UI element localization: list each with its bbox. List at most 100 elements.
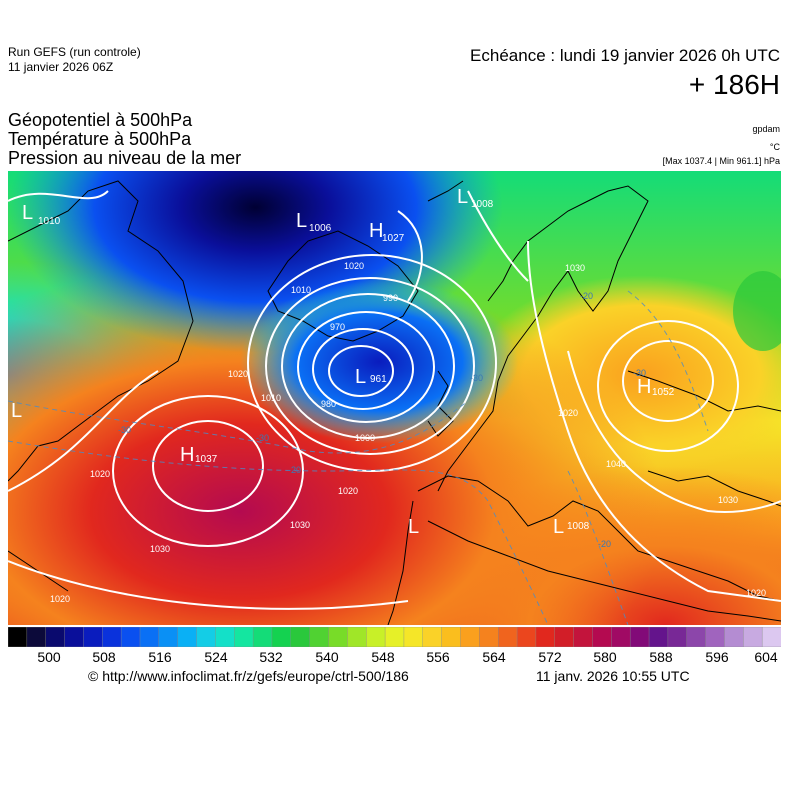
- scale-swatch: [215, 627, 235, 647]
- title-geopotential: Géopotentiel à 500hPa: [8, 110, 193, 130]
- pressure-range: [Max 1037.4 | Min 961.1] hPa: [662, 156, 780, 166]
- color-scale: [8, 627, 781, 647]
- scale-swatch: [686, 627, 707, 647]
- weather-map[interactable]: L 1010 L 1006 H 1027 L 1008 L 961 H 1037…: [8, 171, 781, 625]
- high-center-marker: H: [369, 220, 383, 242]
- scale-swatch: [177, 627, 198, 647]
- scale-tick: 524: [204, 649, 228, 665]
- scale-tick: 596: [705, 649, 729, 665]
- scale-tick: 604: [754, 649, 778, 665]
- scale-swatch: [234, 627, 254, 647]
- scale-tick: 580: [593, 649, 617, 665]
- scale-swatch: [309, 627, 330, 647]
- isobar-label: 1020: [558, 408, 578, 418]
- low-center-value: 961: [370, 374, 387, 385]
- run-date: 11 janvier 2026 06Z: [8, 60, 114, 74]
- scale-swatch: [516, 627, 537, 647]
- temperature-label: -20: [580, 291, 593, 301]
- isobar-label: 970: [330, 322, 345, 332]
- scale-swatch: [366, 627, 386, 647]
- isobar-label: 1000: [355, 433, 375, 443]
- title-temperature: Température à 500hPa: [8, 129, 192, 149]
- lead-time: + 186H: [688, 69, 780, 100]
- scale-tick: 508: [92, 649, 116, 665]
- low-center-value: 1008: [567, 521, 590, 532]
- low-center-marker: L: [355, 366, 366, 388]
- isobar-labels: 1020 1010 990 980 970 1000 1010 1020 103…: [50, 261, 766, 604]
- isobar-label: 1030: [150, 544, 170, 554]
- temperature-label: -20: [598, 539, 611, 549]
- run-label: Run GEFS (run controle): [8, 45, 141, 59]
- scale-swatch: [45, 627, 66, 647]
- isobar-label: 1030: [565, 263, 585, 273]
- high-center-marker: H: [637, 376, 651, 398]
- scale-swatch: [535, 627, 556, 647]
- scale-swatch: [290, 627, 311, 647]
- temperature-label: -30: [118, 425, 131, 435]
- scale-swatch: [252, 627, 273, 647]
- scale-swatch: [592, 627, 613, 647]
- coastlines: [8, 180, 781, 625]
- low-center-marker: L: [408, 516, 419, 538]
- scale-swatch: [403, 627, 424, 647]
- temperature-label: -30: [256, 433, 269, 443]
- low-center-marker: L: [22, 202, 33, 224]
- scale-tick: 588: [649, 649, 673, 665]
- high-center-value: 1052: [652, 387, 675, 398]
- scale-swatch: [573, 627, 594, 647]
- scale-tick: 572: [538, 649, 562, 665]
- scale-swatch: [139, 627, 160, 647]
- source-link[interactable]: © http://www.infoclimat.fr/z/gefs/europe…: [88, 668, 409, 684]
- low-center-marker: L: [553, 516, 564, 538]
- low-center-value: 1008: [471, 199, 494, 210]
- isobar-label: 1010: [291, 285, 311, 295]
- unit-gpdam: gpdam: [752, 124, 780, 134]
- scale-swatch: [611, 627, 631, 647]
- low-center-marker: L: [11, 400, 22, 422]
- scale-tick: 564: [482, 649, 506, 665]
- scale-swatch: [629, 627, 650, 647]
- high-center-value: 1027: [382, 233, 405, 244]
- scale-swatch: [83, 627, 103, 647]
- scale-swatch: [196, 627, 217, 647]
- low-center-value: 1006: [309, 223, 332, 234]
- scale-swatch: [384, 627, 405, 647]
- isobar-label: 1030: [718, 495, 738, 505]
- high-center-value: 1037: [195, 454, 218, 465]
- temperature-label: -30: [470, 373, 483, 383]
- scale-tick: 540: [315, 649, 339, 665]
- scale-tick: 556: [426, 649, 450, 665]
- scale-swatch: [743, 627, 763, 647]
- isotherms: [8, 290, 709, 625]
- isobar-label: 1030: [290, 520, 310, 530]
- low-center-value: 1010: [38, 216, 61, 227]
- scale-swatch: [158, 627, 179, 647]
- scale-swatch: [271, 627, 292, 647]
- scale-swatch: [120, 627, 141, 647]
- isobar-label: 1020: [338, 486, 358, 496]
- scale-swatch: [498, 627, 518, 647]
- title-pressure: Pression au niveau de la mer: [8, 148, 242, 168]
- scale-tick: 516: [148, 649, 172, 665]
- issued-timestamp: 11 janv. 2026 10:55 UTC: [536, 668, 690, 684]
- scale-swatch: [479, 627, 499, 647]
- isobar-label: 990: [383, 293, 398, 303]
- scale-swatch: [724, 627, 744, 647]
- scale-swatch: [102, 627, 122, 647]
- temperature-label: -20: [288, 465, 301, 475]
- scale-swatch: [422, 627, 443, 647]
- scale-swatch: [8, 627, 28, 647]
- scale-tick: 532: [259, 649, 283, 665]
- isobar-label: 1020: [746, 588, 766, 598]
- isobar-label: 1020: [344, 261, 364, 271]
- low-center-marker: L: [457, 186, 468, 208]
- isobar-label: 1020: [228, 369, 248, 379]
- unit-celsius: °C: [769, 142, 780, 152]
- temperature-labels: -30 -20 -30 -20 -30 -30 -20: [118, 291, 646, 549]
- temperature-label: -30: [633, 368, 646, 378]
- scale-tick: 548: [371, 649, 395, 665]
- scale-swatch: [761, 627, 781, 647]
- isobar-label: 1020: [50, 594, 70, 604]
- low-center-marker: L: [296, 210, 307, 232]
- echeance-label: Echéance : lundi 19 janvier 2026 0h UTC: [470, 46, 780, 65]
